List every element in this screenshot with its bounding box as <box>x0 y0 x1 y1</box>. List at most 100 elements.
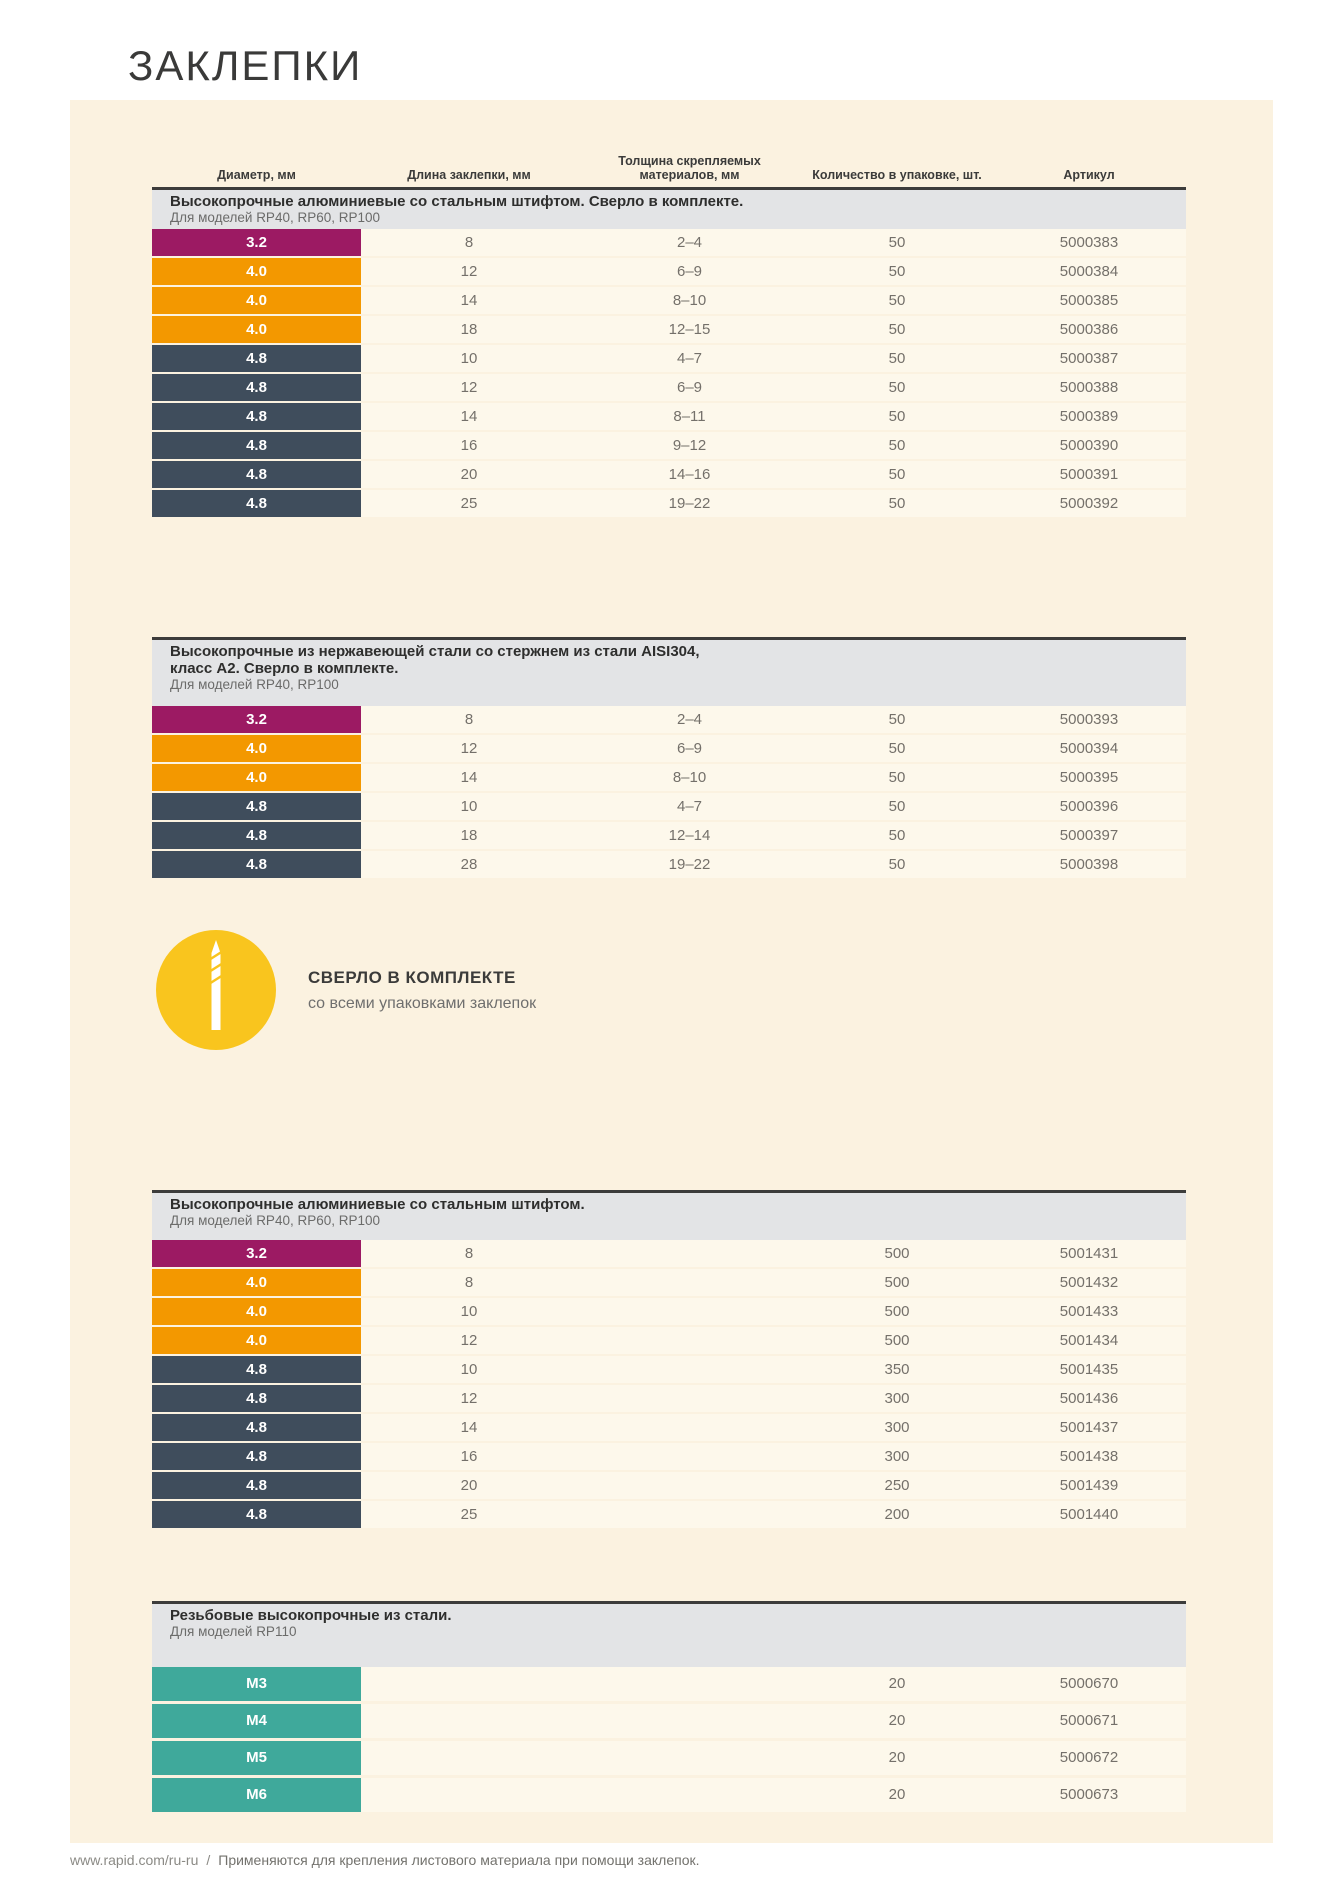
diameter-cell: 4.8 <box>152 1356 361 1383</box>
thickness-cell: 2–4 <box>577 229 802 256</box>
diameter-cell: 4.0 <box>152 1298 361 1325</box>
qty-cell: 50 <box>802 764 992 791</box>
section-title: Высокопрочные из нержавеющей стали со ст… <box>170 643 700 677</box>
table-row: 4.0 10 500 5001433 <box>152 1298 1186 1325</box>
length-cell: 16 <box>361 1443 577 1470</box>
table-row: 4.8 28 19–22 50 5000398 <box>152 851 1186 878</box>
qty-cell: 500 <box>802 1269 992 1296</box>
diameter-cell: 4.0 <box>152 1269 361 1296</box>
callout-text: СВЕРЛО В КОМПЛЕКТЕ со всеми упаковками з… <box>308 968 536 1013</box>
qty-cell: 250 <box>802 1472 992 1499</box>
sku-cell: 5000395 <box>992 764 1186 791</box>
footer-url[interactable]: www.rapid.com/ru-ru <box>70 1852 199 1868</box>
table-area: Диаметр, мм Длина заклепки, мм Толщина с… <box>152 100 1186 1812</box>
length-cell: 14 <box>361 403 577 430</box>
table-row: 4.0 12 6–9 50 5000384 <box>152 258 1186 285</box>
thickness-cell: 4–7 <box>577 793 802 820</box>
table-row: 4.8 20 14–16 50 5000391 <box>152 461 1186 488</box>
thickness-cell: 19–22 <box>577 851 802 878</box>
section-title: Резьбовые высокопрочные из стали. <box>170 1607 452 1624</box>
column-header-sku: Артикул <box>1063 168 1115 182</box>
length-cell: 14 <box>361 287 577 314</box>
callout-title: СВЕРЛО В КОМПЛЕКТЕ <box>308 967 516 987</box>
thickness-cell <box>577 1298 802 1325</box>
footer-note: Применяются для крепления листового мате… <box>218 1852 700 1868</box>
qty-cell: 50 <box>802 432 992 459</box>
sku-cell: 5001438 <box>992 1443 1186 1470</box>
footer-separator: / <box>206 1852 211 1868</box>
thickness-cell: 6–9 <box>577 374 802 401</box>
diameter-cell: 4.0 <box>152 316 361 343</box>
thickness-cell <box>577 1501 802 1528</box>
length-cell: 8 <box>361 1269 577 1296</box>
qty-cell: 300 <box>802 1385 992 1412</box>
diameter-cell: 4.0 <box>152 258 361 285</box>
section-header: Высокопрочные из нержавеющей стали со ст… <box>152 640 1186 706</box>
qty-cell: 20 <box>802 1704 992 1738</box>
thickness-cell: 8–10 <box>577 764 802 791</box>
diameter-cell: 4.8 <box>152 374 361 401</box>
section-models: Для моделей RP40, RP100 <box>170 677 339 692</box>
diameter-cell: M3 <box>152 1667 361 1701</box>
table-row: 4.8 16 9–12 50 5000390 <box>152 432 1186 459</box>
sku-cell: 5000390 <box>992 432 1186 459</box>
diameter-cell: 3.2 <box>152 706 361 733</box>
diameter-cell: 4.8 <box>152 461 361 488</box>
thickness-cell: 4–7 <box>577 345 802 372</box>
table-row: 4.0 14 8–10 50 5000385 <box>152 287 1186 314</box>
sku-cell: 5001431 <box>992 1240 1186 1267</box>
diameter-cell: 4.8 <box>152 1385 361 1412</box>
diameter-cell: 4.0 <box>152 1327 361 1354</box>
qty-cell: 50 <box>802 374 992 401</box>
diameter-cell: 3.2 <box>152 1240 361 1267</box>
thickness-cell: 8–10 <box>577 287 802 314</box>
table-row: 4.8 12 6–9 50 5000388 <box>152 374 1186 401</box>
sku-cell: 5000398 <box>992 851 1186 878</box>
length-cell: 18 <box>361 316 577 343</box>
sku-cell: 5001436 <box>992 1385 1186 1412</box>
diameter-cell: 4.0 <box>152 287 361 314</box>
sku-cell: 5000671 <box>992 1704 1186 1738</box>
qty-cell: 500 <box>802 1240 992 1267</box>
section-header: Высокопрочные алюминиевые со стальным шт… <box>152 190 1186 229</box>
thickness-cell: 12–15 <box>577 316 802 343</box>
qty-cell: 50 <box>802 461 992 488</box>
qty-cell: 50 <box>802 287 992 314</box>
sku-cell: 5001433 <box>992 1298 1186 1325</box>
sku-cell: 5000391 <box>992 461 1186 488</box>
qty-cell: 50 <box>802 851 992 878</box>
diameter-cell: 4.8 <box>152 793 361 820</box>
diameter-cell: 4.8 <box>152 432 361 459</box>
section-models: Для моделей RP40, RP60, RP100 <box>170 210 381 225</box>
sku-cell: 5001432 <box>992 1269 1186 1296</box>
section-title: Высокопрочные алюминиевые со стальным шт… <box>170 1196 585 1213</box>
qty-cell: 500 <box>802 1298 992 1325</box>
diameter-cell: 4.8 <box>152 1472 361 1499</box>
page-title: ЗАКЛЕПКИ <box>128 42 363 89</box>
table-row: 4.8 16 300 5001438 <box>152 1443 1186 1470</box>
qty-cell: 50 <box>802 345 992 372</box>
length-cell <box>361 1778 577 1812</box>
table-row: 4.8 18 12–14 50 5000397 <box>152 822 1186 849</box>
length-cell: 12 <box>361 374 577 401</box>
length-cell: 8 <box>361 1240 577 1267</box>
table-row: 4.8 12 300 5001436 <box>152 1385 1186 1412</box>
sku-cell: 5001439 <box>992 1472 1186 1499</box>
table-row: 4.8 10 350 5001435 <box>152 1356 1186 1383</box>
diameter-cell: 4.8 <box>152 345 361 372</box>
thickness-cell <box>577 1240 802 1267</box>
diameter-cell: 4.8 <box>152 822 361 849</box>
length-cell: 12 <box>361 735 577 762</box>
sku-cell: 5000397 <box>992 822 1186 849</box>
length-cell: 12 <box>361 258 577 285</box>
rivet-table-section: Резьбовые высокопрочные из стали. Для мод… <box>152 1601 1186 1812</box>
thickness-cell <box>577 1472 802 1499</box>
qty-cell: 20 <box>802 1667 992 1701</box>
sku-cell: 5000383 <box>992 229 1186 256</box>
diameter-cell: 4.8 <box>152 490 361 517</box>
sku-cell: 5000396 <box>992 793 1186 820</box>
diameter-cell: 4.8 <box>152 1414 361 1441</box>
sku-cell: 5001435 <box>992 1356 1186 1383</box>
sku-cell: 5000393 <box>992 706 1186 733</box>
table-row: 4.8 10 4–7 50 5000387 <box>152 345 1186 372</box>
